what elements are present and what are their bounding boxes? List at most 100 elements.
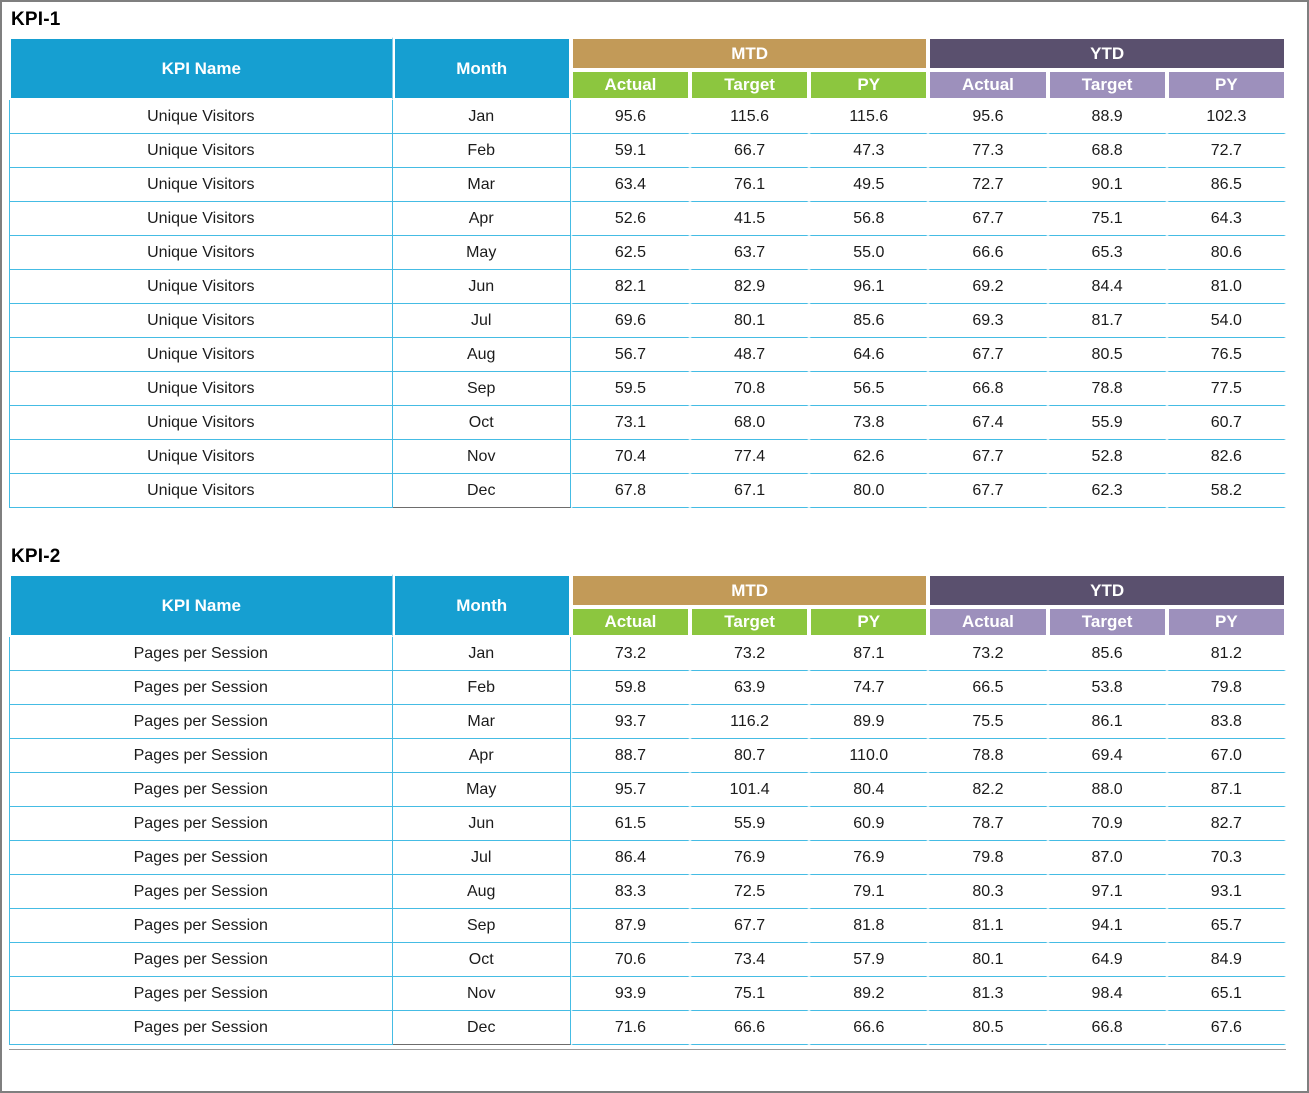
table-row: Unique Visitors Dec 67.8 67.1 80.0 67.7 62.3 58… (9, 474, 1286, 508)
value-cell: 57.9 (809, 943, 929, 977)
value-cell: 85.6 (809, 304, 929, 338)
month-cell: Jun (392, 270, 571, 304)
month-cell: Dec (392, 1011, 571, 1045)
bottom-border-line (9, 1049, 1286, 1050)
value-cell: 72.7 (1166, 134, 1286, 168)
kpi-name-cell: Unique Visitors (9, 440, 393, 474)
month-cell: Apr (392, 739, 571, 773)
value-cell: 81.8 (809, 909, 929, 943)
month-cell: Sep (392, 909, 571, 943)
value-cell: 86.4 (570, 841, 691, 875)
value-cell: 73.1 (570, 406, 691, 440)
month-cell: Dec (392, 474, 571, 508)
kpi-name-header: KPI Name (9, 37, 393, 100)
value-cell: 76.5 (1166, 338, 1286, 372)
kpi-name-cell: Unique Visitors (9, 168, 393, 202)
table-row: Pages per Session Feb 59.8 63.9 74.7 66.5 53.8… (9, 671, 1286, 705)
value-cell: 64.9 (1047, 943, 1167, 977)
ytd-actual-header: Actual (928, 70, 1048, 100)
value-cell: 72.5 (690, 875, 810, 909)
table-row: Pages per Session Jul 86.4 76.9 76.9 79.8 87.0… (9, 841, 1286, 875)
kpi2-title: KPI-2 (11, 546, 61, 567)
value-cell: 64.3 (1166, 202, 1286, 236)
ytd-group-header: YTD (928, 574, 1286, 607)
value-cell: 101.4 (690, 773, 810, 807)
value-cell: 77.3 (928, 134, 1048, 168)
value-cell: 89.9 (809, 705, 929, 739)
value-cell: 95.6 (570, 100, 691, 134)
value-cell: 72.7 (928, 168, 1048, 202)
value-cell: 70.6 (570, 943, 691, 977)
table-row: Pages per Session Dec 71.6 66.6 66.6 80.5 66.8… (9, 1011, 1286, 1045)
value-cell: 59.1 (570, 134, 691, 168)
kpi-name-header: KPI Name (9, 574, 393, 637)
value-cell: 66.7 (690, 134, 810, 168)
mtd-target-header: Target (690, 607, 810, 637)
value-cell: 95.7 (570, 773, 691, 807)
month-cell: Oct (392, 943, 571, 977)
ytd-actual-header: Actual (928, 607, 1048, 637)
value-cell: 55.9 (690, 807, 810, 841)
value-cell: 67.8 (570, 474, 691, 508)
ytd-target-header: Target (1047, 607, 1167, 637)
value-cell: 93.1 (1166, 875, 1286, 909)
value-cell: 86.1 (1047, 705, 1167, 739)
value-cell: 80.4 (809, 773, 929, 807)
kpi1-table-body: Unique Visitors Jan 95.6 115.6 115.6 95.6 88.9… (9, 100, 1286, 508)
month-cell: Nov (392, 440, 571, 474)
ytd-target-header: Target (1047, 70, 1167, 100)
ytd-group-header: YTD (928, 37, 1286, 70)
kpi-name-cell: Pages per Session (9, 909, 393, 943)
value-cell: 82.7 (1166, 807, 1286, 841)
table-row: Pages per Session Jan 73.2 73.2 87.1 73.2 85.6… (9, 637, 1286, 671)
kpi-name-cell: Pages per Session (9, 637, 393, 671)
value-cell: 67.6 (1166, 1011, 1286, 1045)
value-cell: 73.8 (809, 406, 929, 440)
value-cell: 83.8 (1166, 705, 1286, 739)
value-cell: 84.9 (1166, 943, 1286, 977)
table-row: Pages per Session Sep 87.9 67.7 81.8 81.1 94.1… (9, 909, 1286, 943)
value-cell: 81.2 (1166, 637, 1286, 671)
kpi-name-cell: Unique Visitors (9, 134, 393, 168)
value-cell: 102.3 (1166, 100, 1286, 134)
value-cell: 81.1 (928, 909, 1048, 943)
table-row: Pages per Session Aug 83.3 72.5 79.1 80.3 97.1… (9, 875, 1286, 909)
month-cell: Feb (392, 134, 571, 168)
value-cell: 56.7 (570, 338, 691, 372)
value-cell: 80.3 (928, 875, 1048, 909)
value-cell: 64.6 (809, 338, 929, 372)
value-cell: 80.5 (1047, 338, 1167, 372)
value-cell: 67.7 (690, 909, 810, 943)
value-cell: 80.7 (690, 739, 810, 773)
month-cell: Jan (392, 637, 571, 671)
kpi-name-cell: Pages per Session (9, 977, 393, 1011)
value-cell: 56.5 (809, 372, 929, 406)
kpi-name-cell: Pages per Session (9, 943, 393, 977)
kpi-name-cell: Pages per Session (9, 705, 393, 739)
value-cell: 74.7 (809, 671, 929, 705)
value-cell: 75.1 (1047, 202, 1167, 236)
kpi-name-cell: Pages per Session (9, 739, 393, 773)
month-cell: Nov (392, 977, 571, 1011)
value-cell: 62.6 (809, 440, 929, 474)
table-row: Unique Visitors Jun 82.1 82.9 96.1 69.2 84.4 81… (9, 270, 1286, 304)
value-cell: 62.3 (1047, 474, 1167, 508)
mtd-target-header: Target (690, 70, 810, 100)
month-cell: Jul (392, 841, 571, 875)
value-cell: 86.5 (1166, 168, 1286, 202)
kpi-name-cell: Pages per Session (9, 1011, 393, 1045)
value-cell: 79.8 (1166, 671, 1286, 705)
value-cell: 115.6 (690, 100, 810, 134)
value-cell: 70.9 (1047, 807, 1167, 841)
value-cell: 52.8 (1047, 440, 1167, 474)
mtd-group-header: MTD (570, 574, 929, 607)
table-row: Pages per Session May 95.7 101.4 80.4 82.2 88.… (9, 773, 1286, 807)
value-cell: 77.5 (1166, 372, 1286, 406)
value-cell: 76.9 (690, 841, 810, 875)
value-cell: 81.3 (928, 977, 1048, 1011)
value-cell: 97.1 (1047, 875, 1167, 909)
value-cell: 48.7 (690, 338, 810, 372)
ytd-py-header: PY (1166, 607, 1286, 637)
value-cell: 41.5 (690, 202, 810, 236)
ytd-py-header: PY (1166, 70, 1286, 100)
